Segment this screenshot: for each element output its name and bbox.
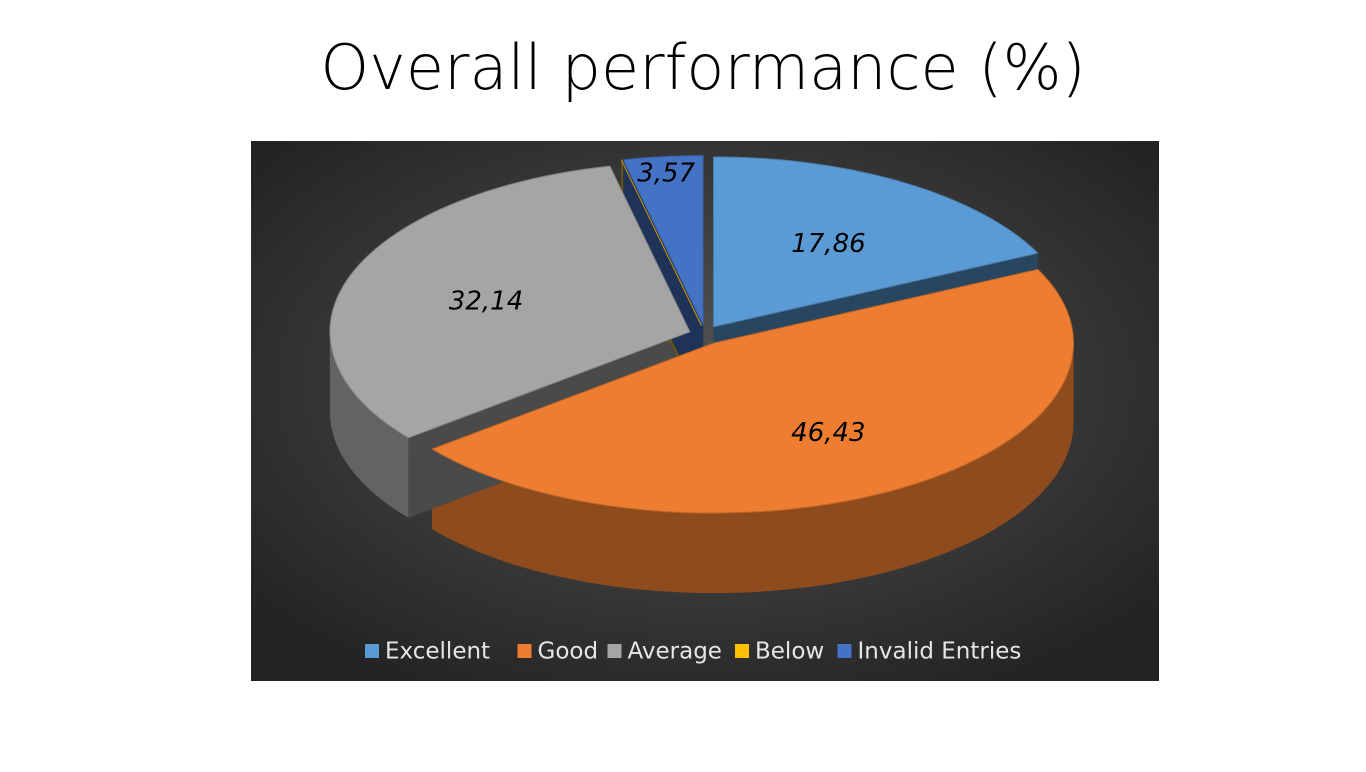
data-label: 32,14 <box>449 287 523 317</box>
legend-swatch <box>517 644 532 658</box>
data-label: 3,57 <box>637 159 695 189</box>
data-labels: 17,86 46,43 32,14 3,57 <box>449 159 866 448</box>
slice <box>329 165 691 439</box>
chart-title: Overall performance (%) <box>320 31 1085 104</box>
slice <box>430 268 1074 514</box>
legend: Excellent Good Average Below Invalid Entries <box>365 639 1021 665</box>
slice-side <box>431 343 1074 594</box>
legend-label: Average <box>628 639 722 665</box>
data-label: 17,86 <box>791 229 865 259</box>
slice <box>622 154 704 326</box>
data-label: 46,43 <box>791 418 865 448</box>
legend-swatch <box>735 644 749 658</box>
legend-label: Excellent <box>385 639 490 665</box>
legend-swatch <box>365 644 379 658</box>
legend-swatch <box>607 644 622 658</box>
legend-label: Below <box>755 639 824 665</box>
slice-tops <box>329 154 1074 514</box>
legend-label: Invalid Entries <box>858 639 1022 665</box>
legend-label: Good <box>538 639 599 665</box>
slice-side <box>329 331 409 518</box>
slice <box>713 156 1039 328</box>
legend-swatch <box>837 644 852 658</box>
